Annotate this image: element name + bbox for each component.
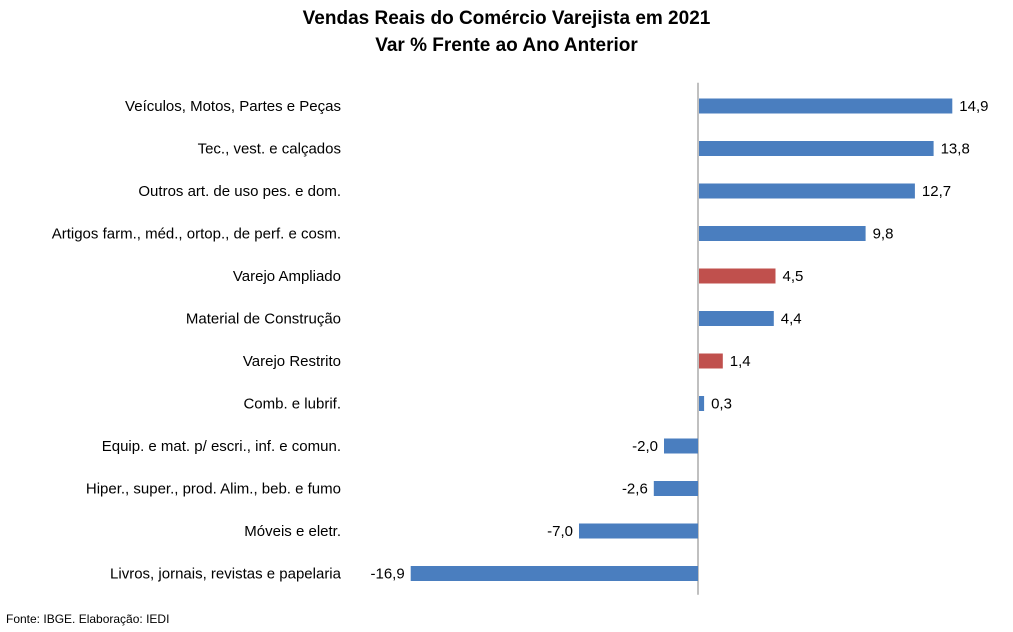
- bar-2: [699, 183, 915, 199]
- value-label-9: -2,6: [622, 481, 648, 498]
- category-label-11: Livros, jornais, revistas e papelaria: [110, 566, 342, 583]
- bar-11: [410, 566, 698, 581]
- value-label-8: -2,0: [632, 438, 658, 455]
- bar-6: [699, 353, 723, 369]
- value-label-4: 4,5: [783, 268, 804, 285]
- chart-title: Vendas Reais do Comércio Varejista em 20…: [302, 8, 711, 29]
- value-label-3: 9,8: [873, 226, 894, 243]
- category-label-9: Hiper., super., prod. Alim., beb. e fumo: [86, 481, 341, 498]
- bar-10: [579, 523, 698, 539]
- bar-8: [664, 438, 698, 454]
- category-label-5: Material de Construção: [186, 311, 341, 328]
- value-label-6: 1,4: [730, 353, 751, 370]
- category-label-6: Varejo Restrito: [243, 353, 341, 370]
- bar-3: [699, 226, 866, 241]
- value-label-2: 12,7: [922, 183, 951, 200]
- value-label-7: 0,3: [711, 396, 732, 413]
- category-label-4: Varejo Ampliado: [233, 268, 341, 285]
- value-label-0: 14,9: [959, 98, 988, 115]
- value-label-11: -16,9: [370, 566, 404, 583]
- category-label-2: Outros art. de uso pes. e dom.: [138, 183, 341, 200]
- category-label-10: Móveis e eletr.: [244, 523, 341, 540]
- chart-subtitle: Var % Frente ao Ano Anterior: [375, 35, 638, 56]
- bar-1: [699, 141, 934, 156]
- category-label-0: Veículos, Motos, Partes e Peças: [125, 98, 341, 115]
- value-label-5: 4,4: [781, 311, 802, 328]
- value-label-10: -7,0: [547, 523, 573, 540]
- value-label-1: 13,8: [941, 141, 970, 158]
- bar-7: [699, 396, 705, 411]
- category-label-3: Artigos farm., méd., ortop., de perf. e …: [52, 226, 341, 243]
- bar-0: [699, 98, 953, 114]
- bar-9: [653, 481, 698, 496]
- bar-5: [699, 311, 774, 326]
- category-label-8: Equip. e mat. p/ escri., inf. e comun.: [102, 438, 341, 455]
- source-note: Fonte: IBGE. Elaboração: IEDI: [6, 612, 170, 626]
- category-label-7: Comb. e lubrif.: [243, 396, 341, 413]
- category-label-1: Tec., vest. e calçados: [198, 141, 341, 158]
- bar-4: [699, 268, 776, 284]
